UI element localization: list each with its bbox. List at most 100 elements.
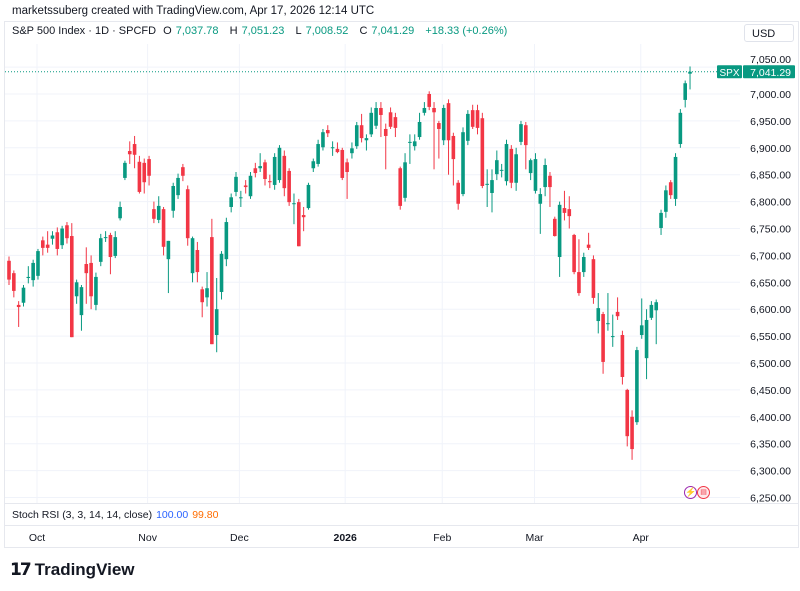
candle-down	[393, 117, 398, 128]
us-flag-icon[interactable]: ▤	[697, 486, 710, 499]
price-axis-label: 6,850.00	[750, 170, 791, 182]
low-label: L	[295, 25, 302, 37]
candle-down	[301, 215, 306, 218]
candle-down	[615, 311, 620, 317]
close-label: C	[359, 25, 368, 37]
lightning-icon[interactable]: ⚡	[684, 486, 697, 499]
candle-down	[108, 234, 113, 258]
candle-up	[277, 147, 282, 181]
candle-up	[306, 184, 311, 209]
high-label: H	[229, 25, 238, 37]
candle-down	[572, 234, 576, 273]
symbol-price-tag	[717, 65, 742, 79]
candle-up	[557, 204, 562, 258]
price-axis-label: 6,900.00	[750, 143, 791, 155]
candle-up	[412, 141, 417, 147]
price-axis-label: 6,800.00	[750, 197, 791, 209]
low-value: 7,008.52	[305, 25, 349, 37]
candle-down	[263, 162, 267, 180]
candle-up	[610, 336, 615, 338]
candle-down	[475, 110, 480, 128]
candle-up	[214, 309, 219, 336]
indicator-name[interactable]: Stoch RSI (3, 3, 14, 14, close)	[12, 509, 153, 521]
candle-up	[422, 107, 427, 113]
price-axis-label: 6,400.00	[750, 412, 791, 424]
candle-down	[340, 149, 345, 178]
price-axis-label: 6,950.00	[750, 116, 791, 128]
candle-down	[509, 148, 514, 183]
candle-down	[243, 185, 248, 188]
candle-up	[514, 154, 518, 183]
candle-up	[239, 197, 243, 199]
candle-up	[330, 147, 335, 149]
candle-down	[668, 182, 673, 196]
candle-down	[89, 262, 93, 297]
pane-divider[interactable]	[5, 503, 798, 504]
candle-down	[132, 144, 137, 155]
candle-up	[350, 148, 354, 154]
candle-down	[142, 162, 147, 183]
candle-up	[176, 177, 180, 196]
candle-up	[364, 138, 369, 141]
candle-up	[596, 308, 601, 322]
candle-up	[606, 323, 610, 325]
candle-up	[50, 235, 55, 239]
candle-up	[74, 282, 79, 297]
candle-down	[161, 209, 166, 247]
candle-up	[248, 175, 253, 197]
open-value: 7,037.78	[175, 25, 219, 37]
candle-down	[287, 170, 291, 203]
candle-down	[398, 168, 403, 206]
symbol-tag-label: SPX	[719, 68, 739, 79]
candle-up	[224, 222, 229, 260]
candle-down	[345, 162, 349, 173]
tradingview-logo-icon: 𝟭𝟳	[10, 560, 32, 579]
candle-down	[127, 151, 132, 155]
price-axis-label: 6,650.00	[750, 277, 791, 289]
candle-up	[311, 161, 316, 169]
chart-frame	[4, 21, 799, 548]
price-axis-label: 6,550.00	[750, 331, 791, 343]
candle-down	[586, 244, 591, 248]
candle-up	[316, 144, 320, 164]
symbol-title[interactable]: S&P 500 Index · 1D · SPCFD	[12, 25, 157, 37]
candle-up	[374, 107, 378, 126]
candle-up	[543, 165, 547, 188]
candle-down	[253, 168, 258, 174]
time-axis-label: Feb	[433, 532, 451, 544]
candle-up	[417, 121, 422, 138]
candle-down	[567, 209, 572, 217]
time-axis-label: Nov	[138, 532, 157, 544]
candle-down	[437, 123, 441, 129]
candle-down	[591, 259, 596, 298]
candle-down	[325, 130, 330, 134]
close-value: 7,041.29	[371, 25, 415, 37]
candle-up	[205, 288, 209, 298]
ohlc-high: H 7,051.23	[230, 25, 289, 37]
candle-down	[620, 335, 625, 377]
candle-up	[441, 107, 446, 141]
candle-up	[485, 183, 489, 185]
candle-up	[519, 124, 523, 142]
time-axis-label: Mar	[525, 532, 544, 544]
candle-up	[123, 162, 127, 178]
last-price-tag	[743, 65, 795, 79]
candle-down	[562, 208, 567, 213]
candle-up	[538, 194, 543, 204]
candle-up	[60, 228, 64, 246]
candle-up	[461, 132, 465, 195]
candle-up	[26, 276, 31, 278]
candle-down	[282, 155, 287, 189]
candle-down	[359, 125, 364, 139]
candle-up	[664, 190, 668, 212]
candle-up	[258, 166, 262, 169]
candle-down	[41, 240, 45, 248]
candle-down	[65, 225, 69, 239]
last-price-label: 7,041.29	[750, 67, 791, 79]
candle-up	[103, 237, 108, 239]
candle-down	[69, 236, 74, 338]
symbol-legend: S&P 500 Index · 1D · SPCFD O 7,037.78 H 7,…	[12, 25, 511, 37]
currency-button[interactable]: USD	[744, 24, 794, 42]
